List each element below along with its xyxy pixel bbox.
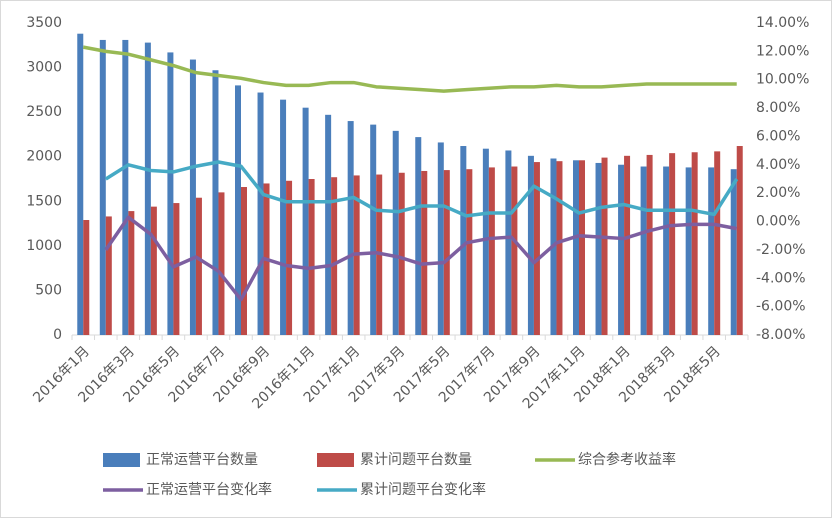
bar <box>415 137 422 335</box>
bar <box>173 203 180 335</box>
bar <box>685 167 692 335</box>
bar <box>302 107 309 335</box>
bar <box>257 92 264 335</box>
y2-tick-label: 14.00% <box>756 15 809 31</box>
y-tick-label: 1500 <box>26 193 62 209</box>
bar <box>488 167 495 335</box>
bar <box>325 114 332 336</box>
bar <box>663 166 670 335</box>
y-tick-label: 0 <box>53 327 62 343</box>
y2-tick-label: 12.00% <box>756 43 809 59</box>
y2-tick-label: 10.00% <box>756 72 809 88</box>
bar <box>77 33 84 335</box>
bar <box>556 161 563 335</box>
line <box>82 45 737 93</box>
bar <box>212 70 219 335</box>
bar <box>736 146 743 335</box>
bar <box>99 39 106 336</box>
bar <box>460 146 467 335</box>
bar <box>714 151 721 335</box>
bar <box>308 179 315 335</box>
legend-swatch <box>103 453 140 467</box>
bar <box>218 192 225 335</box>
y-tick-label: 2500 <box>26 104 62 120</box>
bar <box>421 170 428 335</box>
line <box>104 215 738 302</box>
y2-tick-label: 0.00% <box>756 214 800 230</box>
bar <box>392 130 399 335</box>
bar <box>669 153 676 335</box>
bar <box>624 155 631 335</box>
bar <box>167 52 174 335</box>
bar <box>128 211 135 335</box>
bar <box>347 121 354 335</box>
y2-tick-label: -4.00% <box>756 270 806 286</box>
y2-tick-label: 2.00% <box>756 185 800 201</box>
legend-label: 累计问题平台变化率 <box>360 481 486 498</box>
bar <box>443 170 450 335</box>
bar <box>511 166 518 335</box>
bar <box>618 164 625 335</box>
bar <box>640 166 647 335</box>
y-tick-label: 500 <box>35 282 62 298</box>
bar <box>195 197 202 335</box>
y-tick-label: 2000 <box>26 149 62 165</box>
bar <box>150 206 157 335</box>
bar <box>83 220 90 335</box>
y2-tick-label: 6.00% <box>756 128 800 144</box>
y-tick-label: 3500 <box>26 15 62 31</box>
bar <box>437 142 444 335</box>
y-tick-label: 3000 <box>26 60 62 76</box>
bar <box>280 99 287 335</box>
bar <box>646 154 653 335</box>
bar <box>144 42 151 336</box>
bar <box>730 169 737 335</box>
bar <box>579 160 585 335</box>
bar <box>466 169 473 335</box>
legend-label: 综合参考收益率 <box>578 451 676 468</box>
bar <box>370 124 377 335</box>
bar <box>189 59 196 335</box>
y2-tick-label: -6.00% <box>756 299 806 315</box>
y-tick-label: 1000 <box>26 238 62 254</box>
legend-label: 累计问题平台数量 <box>360 452 472 468</box>
bar <box>122 39 129 336</box>
bar <box>235 85 241 336</box>
bar <box>505 150 512 335</box>
legend-label: 正常运营平台变化率 <box>146 481 272 498</box>
bar <box>286 180 293 335</box>
bar <box>533 162 540 335</box>
bar <box>482 148 489 335</box>
y2-tick-label: 4.00% <box>756 157 800 173</box>
bar <box>691 152 698 335</box>
bar <box>527 155 534 335</box>
bar <box>595 162 602 335</box>
line <box>104 160 739 218</box>
bar <box>708 167 715 335</box>
y2-tick-label: -2.00% <box>756 242 806 258</box>
legend-swatch <box>317 453 354 467</box>
bar <box>601 157 608 335</box>
bar <box>331 177 338 335</box>
legend-label: 正常运营平台数量 <box>146 452 258 468</box>
y2-tick-label: 8.00% <box>756 100 800 116</box>
bar <box>573 160 579 335</box>
bar <box>241 187 247 335</box>
y2-tick-label: -8.00% <box>756 327 806 343</box>
bar <box>105 216 112 335</box>
bar <box>398 172 405 335</box>
